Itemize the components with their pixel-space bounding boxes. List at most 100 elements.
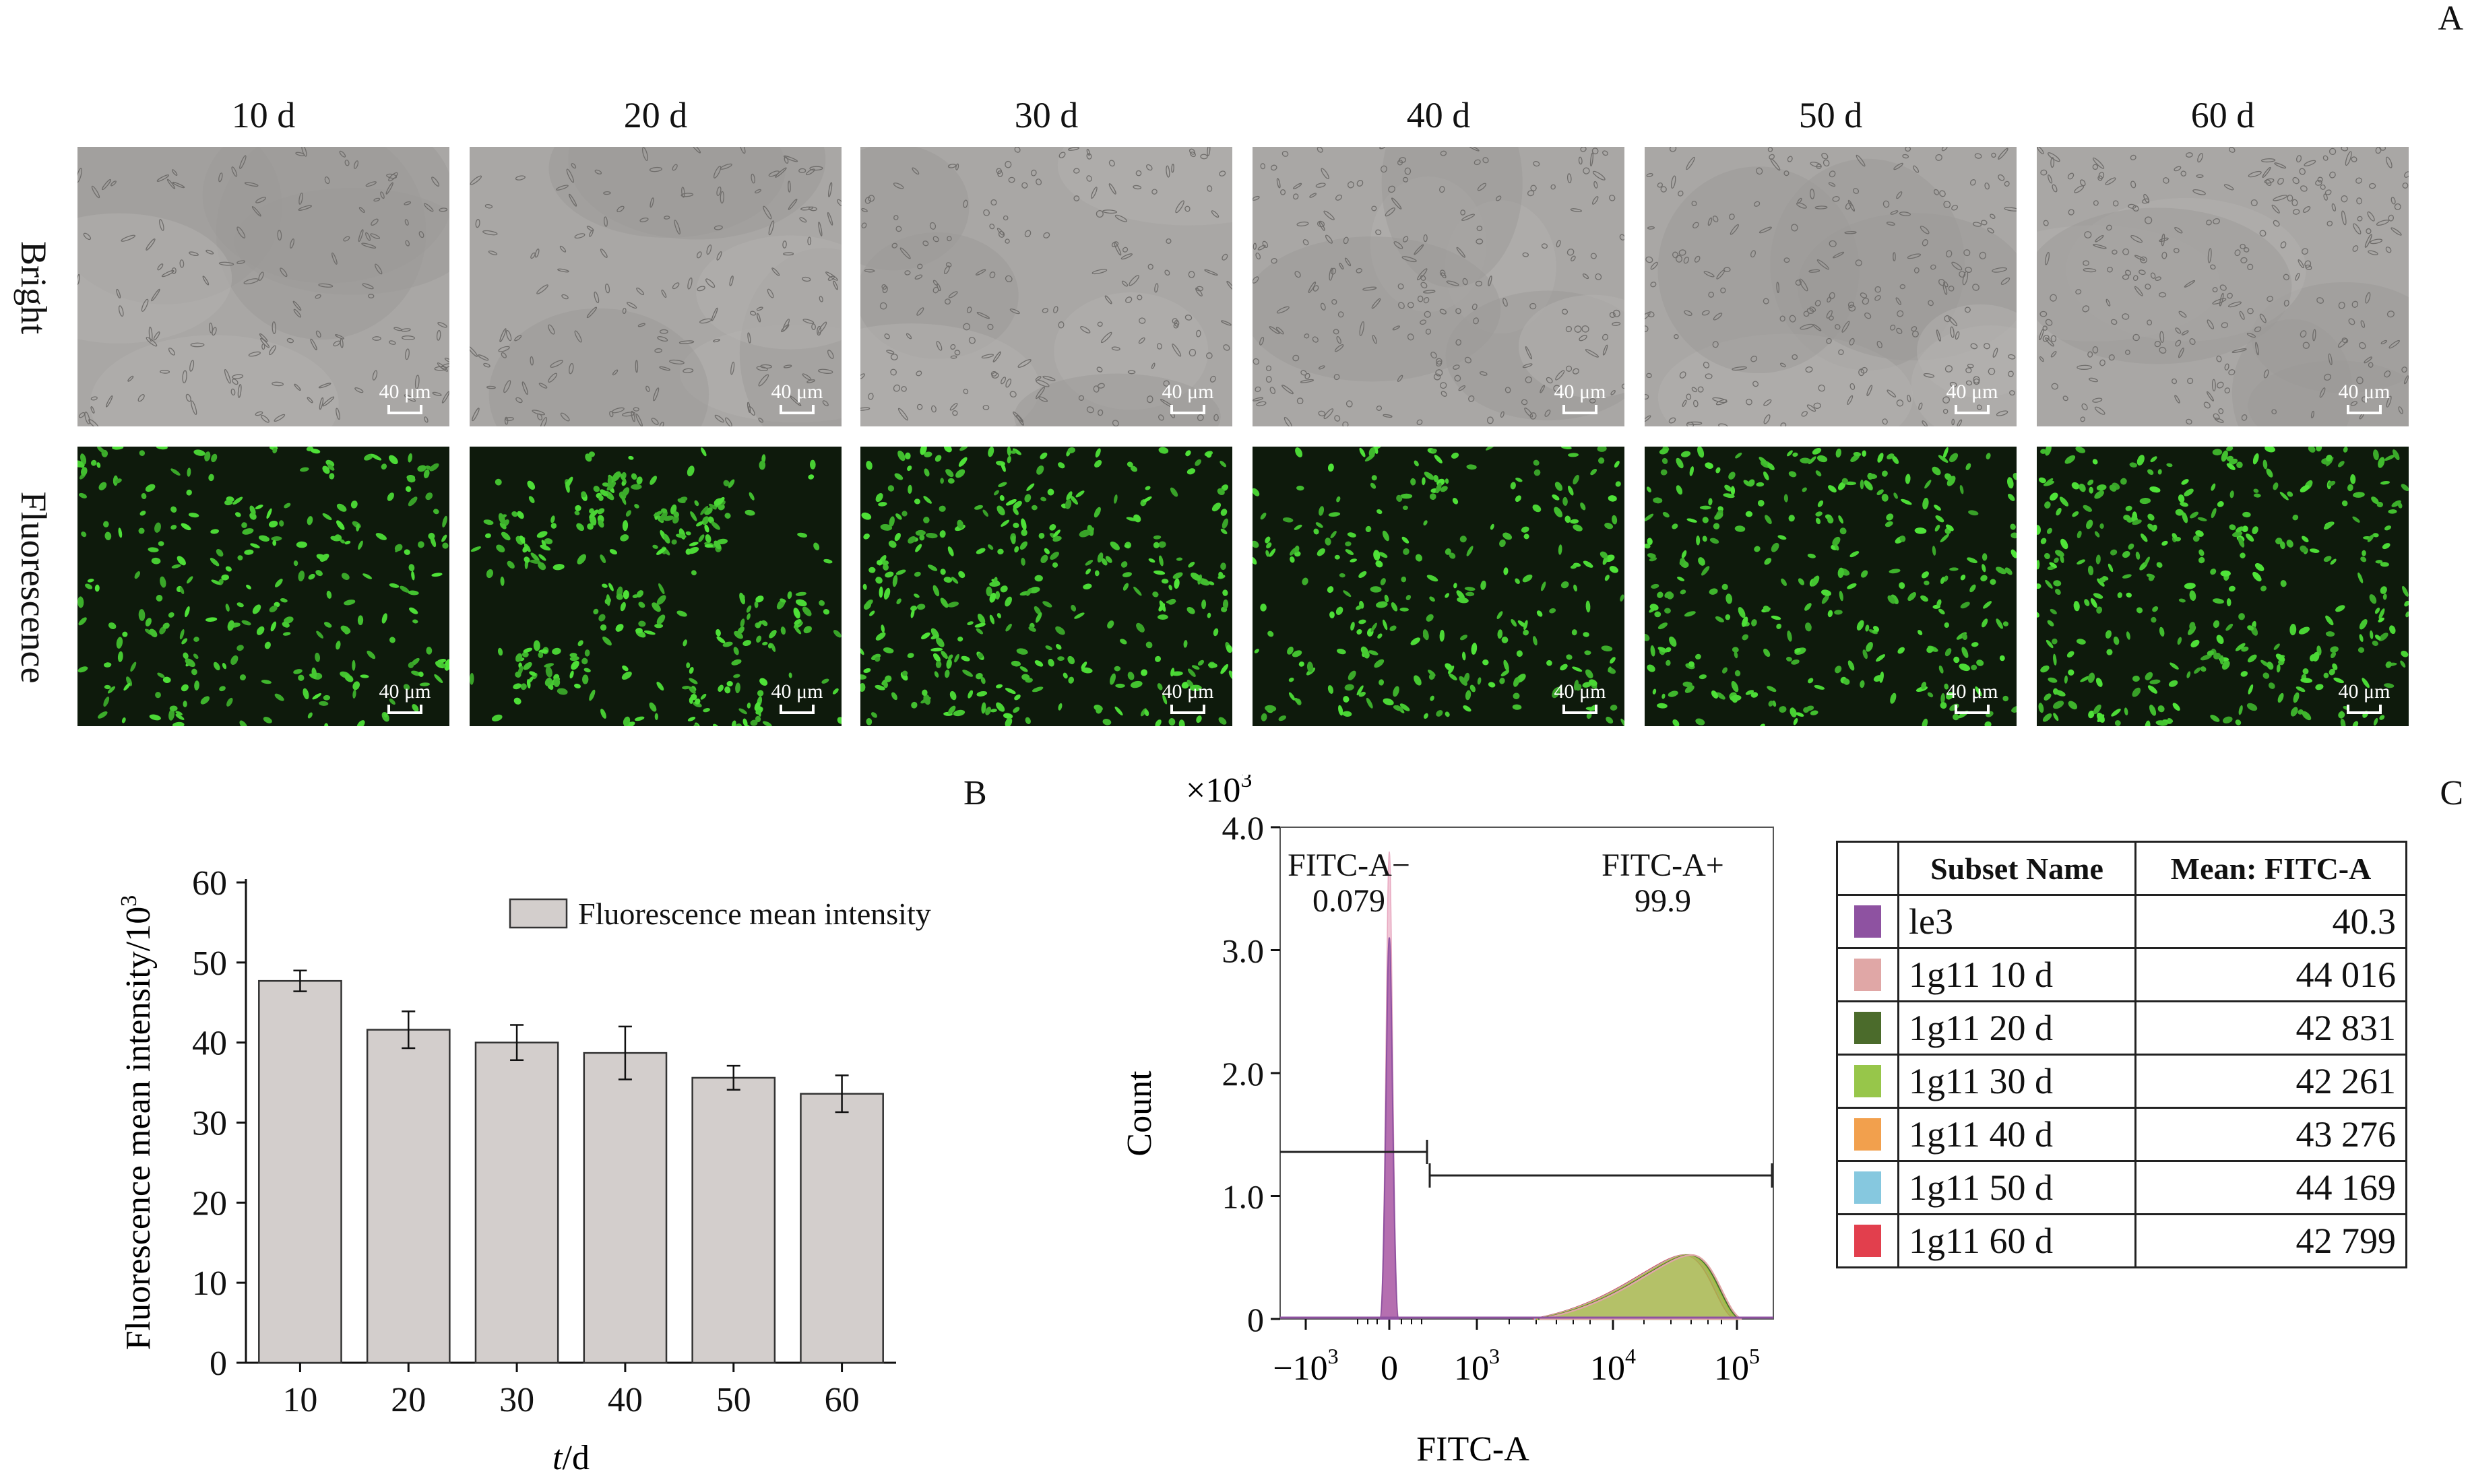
bar	[691, 1076, 776, 1364]
x-tick-label: 10	[282, 1381, 317, 1419]
table-row: 1g11 20 d 42 831	[1836, 1000, 2407, 1056]
scale-bar-line	[387, 405, 422, 414]
x-tick-label: 20	[391, 1381, 426, 1419]
positive-peak-curve	[1536, 1254, 1740, 1320]
scale-bar: 40 μm	[1945, 381, 1999, 414]
count-scale-label: ×103	[1186, 775, 1252, 810]
color-swatch	[1854, 1065, 1881, 1097]
x-tick-base: 10	[1590, 1349, 1625, 1388]
row-label-fluorescence: Fluorescence	[13, 491, 54, 683]
mean-value-cell: 42 261	[2134, 1054, 2407, 1109]
x-tick-label: 40	[608, 1381, 643, 1419]
table-row: 1g11 50 d 44 169	[1836, 1160, 2407, 1215]
y-tick-label: 60	[192, 864, 227, 903]
color-swatch	[1854, 1012, 1881, 1044]
day-label: 30 d	[1014, 95, 1079, 135]
subset-name-cell: 1g11 40 d	[1897, 1107, 2137, 1162]
table-header-row: Subset Name Mean: FITC-A	[1836, 841, 2407, 896]
x-axis-label: FITC-A	[1416, 1430, 1529, 1469]
count-scale-base: ×10	[1186, 775, 1240, 810]
gate-positive-name: FITC-A+	[1602, 847, 1724, 883]
color-swatch	[1854, 1171, 1881, 1204]
x-axis-label: t/d	[552, 1439, 590, 1477]
x-tick-label: 105	[1714, 1344, 1760, 1388]
x-tick-label: −103	[1273, 1344, 1338, 1388]
scale-bar-label: 40 μm	[1946, 381, 1998, 403]
day-label: 60 d	[2190, 95, 2255, 135]
panel-letter-a: A	[2438, 0, 2463, 38]
color-swatch	[1854, 959, 1881, 991]
scale-bar-line	[1562, 705, 1597, 714]
scale-bar-label: 40 μm	[2338, 381, 2390, 403]
scale-bar-line	[2347, 405, 2382, 414]
subset-name-cell: 1g11 10 d	[1897, 947, 2137, 1002]
x-tick-base: −10	[1273, 1349, 1327, 1388]
x-tick-exponent: 4	[1625, 1344, 1636, 1368]
y-axis-label-text: Fluorescence mean intensity/10	[119, 907, 158, 1350]
bar	[474, 1041, 559, 1364]
x-tick-base: 10	[1454, 1349, 1489, 1388]
x-tick-label: 103	[1454, 1344, 1500, 1388]
x-tick-label: 30	[499, 1381, 534, 1419]
bar	[583, 1052, 668, 1364]
header-subset-name: Subset Name	[1897, 841, 2137, 896]
color-swatch	[1854, 1118, 1881, 1151]
scale-bar-line	[1562, 405, 1597, 414]
mean-value-cell: 42 799	[2134, 1213, 2407, 1268]
y-tick-label: 3.0	[1222, 932, 1265, 970]
subset-name-cell: le3	[1897, 894, 2137, 949]
scale-bar-label: 40 μm	[1162, 381, 1214, 403]
panel-letter-b: B	[963, 774, 987, 812]
subset-name-cell: 1g11 30 d	[1897, 1054, 2137, 1109]
scale-bar-line	[780, 405, 815, 414]
table-row: 1g11 10 d 44 016	[1836, 947, 2407, 1002]
bright-field-image: 40 μm	[860, 147, 1232, 426]
bright-field-image: 40 μm	[1253, 147, 1624, 426]
x-tick-label: 104	[1590, 1344, 1636, 1388]
gate-positive-value: 99.9	[1635, 883, 1691, 919]
scale-bar-line	[1170, 705, 1205, 714]
scale-bar: 40 μm	[1161, 381, 1215, 414]
y-tick-label: 4.0	[1222, 809, 1265, 847]
scale-bar-line	[1955, 705, 1990, 714]
scale-bar-line	[387, 705, 422, 714]
bar	[366, 1029, 451, 1364]
fluorescence-image: 40 μm	[77, 447, 449, 726]
swatch-cell	[1836, 894, 1899, 949]
scale-bar: 40 μm	[1553, 381, 1607, 414]
scale-bar: 40 μm	[2337, 680, 2391, 714]
fluorescence-image: 40 μm	[1645, 447, 2017, 726]
color-swatch	[1854, 1225, 1881, 1257]
bar-chart: 0 10 20 30 40 50 60 10 20 30 40 50 60 Fluorescence me…	[117, 864, 931, 1477]
y-tick-label: 40	[192, 1025, 227, 1063]
day-label: 40 d	[1406, 95, 1471, 135]
scale-bar-label: 40 μm	[771, 381, 823, 403]
scale-bar-label: 40 μm	[2338, 680, 2390, 703]
mean-value-cell: 43 276	[2134, 1107, 2407, 1162]
scale-bar: 40 μm	[770, 381, 824, 414]
gate-negative-value: 0.079	[1312, 883, 1385, 919]
scale-bar: 40 μm	[378, 680, 432, 714]
scale-bar-label: 40 μm	[379, 381, 431, 403]
x-tick-exponent: 3	[1489, 1344, 1500, 1368]
y-tick-label: 0	[210, 1345, 227, 1383]
header-mean-fitc: Mean: FITC-A	[2134, 841, 2407, 896]
legend-swatch	[509, 898, 568, 929]
table-row: le3 40.3	[1836, 894, 2407, 949]
scale-bar-line	[1955, 405, 1990, 414]
y-tick-label: 2.0	[1222, 1055, 1265, 1093]
y-tick-label: 10	[192, 1264, 227, 1303]
subset-legend-table: Subset Name Mean: FITC-A le3 40.3 1g11 10 …	[1836, 841, 2407, 1268]
day-label: 10 d	[231, 95, 296, 135]
subset-name-cell: 1g11 60 d	[1897, 1213, 2137, 1268]
day-label: 20 d	[623, 95, 688, 135]
bar	[258, 979, 342, 1364]
gate-negative-name: FITC-A−	[1288, 847, 1410, 883]
scale-bar-line	[780, 705, 815, 714]
swatch-cell	[1836, 947, 1899, 1002]
y-tick-label: 0	[1247, 1301, 1264, 1338]
y-tick-label: 30	[192, 1105, 227, 1143]
mean-value-cell: 44 169	[2134, 1160, 2407, 1215]
swatch-cell	[1836, 1000, 1899, 1056]
